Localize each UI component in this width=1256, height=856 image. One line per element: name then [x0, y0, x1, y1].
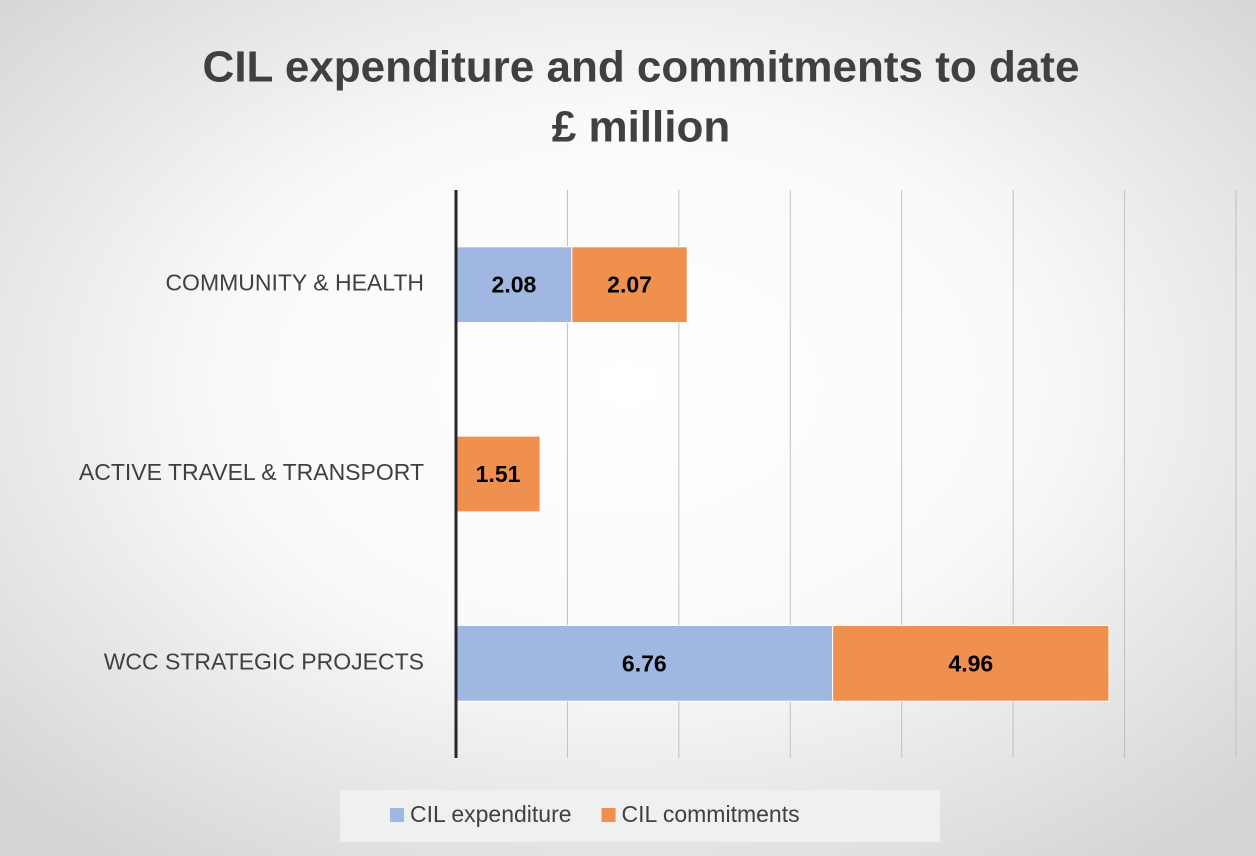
bar: [832, 624, 1110, 702]
data-label: 2.07: [607, 272, 652, 298]
bar: [455, 435, 541, 513]
legend-box: [340, 790, 940, 842]
chart-subtitle: £ million: [552, 103, 730, 152]
data-label: 2.08: [492, 272, 537, 298]
y-tick-label: COMMUNITY & HEALTH: [165, 270, 424, 296]
legend-label: CIL commitments: [622, 801, 800, 827]
legend-swatch: [390, 808, 404, 822]
legend-label: CIL expenditure: [410, 801, 572, 827]
y-tick-label: ACTIVE TRAVEL & TRANSPORT: [79, 459, 424, 485]
data-label: 6.76: [622, 650, 667, 676]
data-label: 1.51: [476, 461, 521, 487]
legend-swatch: [601, 808, 616, 822]
bar: [571, 246, 688, 324]
y-tick-label: WCC STRATEGIC PROJECTS: [104, 648, 424, 674]
data-label: 4.96: [948, 650, 993, 676]
chart-title: CIL expenditure and commitments to date: [203, 43, 1080, 92]
